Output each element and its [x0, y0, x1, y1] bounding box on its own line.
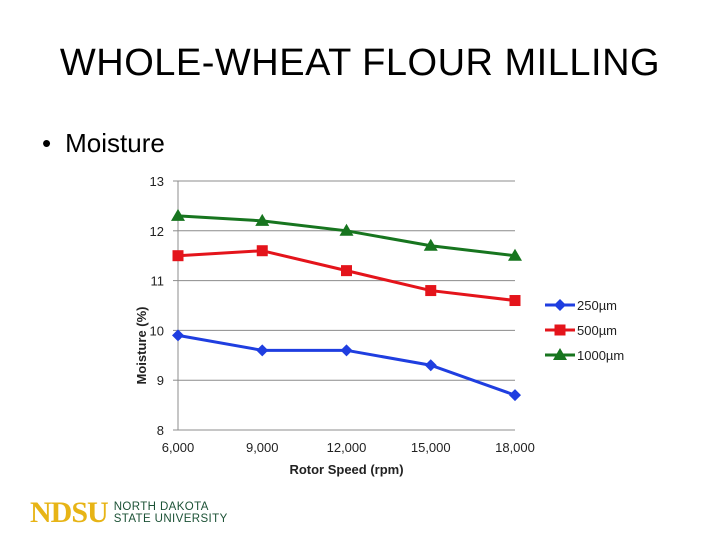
data-point-s1-2 [341, 265, 352, 277]
data-point-s2-2 [339, 223, 354, 236]
bullet-marker: • [42, 128, 52, 158]
x-tick-label: 12,000 [327, 440, 367, 455]
data-point-s2-4 [508, 248, 522, 261]
bullet-text: Moisture [65, 128, 165, 158]
slide-title: WHOLE-WHEAT FLOUR MILLING [59, 42, 661, 84]
y-tick-label: 9 [157, 373, 164, 388]
legend-marker-2 [553, 348, 567, 360]
logo-mark: NDSU [30, 496, 109, 529]
y-tick-label: 8 [157, 423, 164, 438]
y-tick-label: 12 [150, 224, 164, 239]
legend-label-0: 250µm [577, 298, 617, 313]
logo-text: NORTH DAKOTA STATE UNIVERSITY [114, 501, 228, 525]
legend-label-2: 1000µm [577, 348, 624, 363]
data-point-s0-1 [256, 344, 269, 357]
data-point-s0-0 [172, 329, 184, 342]
data-point-s1-3 [425, 285, 437, 297]
data-point-s2-0 [171, 208, 185, 221]
ndsu-logo: NDSU NORTH DAKOTA STATE UNIVERSITY [30, 498, 228, 528]
bullet-item: • Moisture [42, 128, 165, 159]
legend-marker-1 [554, 324, 566, 336]
x-tick-label: 18,000 [495, 440, 535, 455]
y-tick-label: 13 [150, 174, 164, 189]
data-point-s1-0 [172, 250, 184, 262]
x-tick-label: 15,000 [411, 440, 451, 455]
data-point-s2-3 [423, 238, 438, 251]
legend-label-1: 500µm [577, 323, 617, 338]
data-point-s0-4 [509, 389, 521, 402]
data-point-s2-1 [255, 213, 270, 226]
y-tick-label: 11 [151, 274, 165, 289]
y-tick-label: 10 [150, 323, 164, 338]
logo-line-1: NORTH DAKOTA [113, 501, 209, 513]
data-point-s0-2 [340, 344, 353, 357]
x-tick-label: 6,000 [162, 440, 195, 455]
legend-marker-0 [554, 299, 566, 311]
y-axis-title: Moisture (%) [134, 307, 149, 385]
x-tick-label: 9,000 [246, 440, 279, 455]
x-axis-title: Rotor Speed (rpm) [289, 462, 403, 477]
data-point-s0-3 [424, 359, 437, 372]
logo-line-2: STATE UNIVERSITY [113, 513, 228, 525]
data-point-s1-4 [509, 295, 521, 307]
data-point-s1-1 [256, 245, 268, 257]
